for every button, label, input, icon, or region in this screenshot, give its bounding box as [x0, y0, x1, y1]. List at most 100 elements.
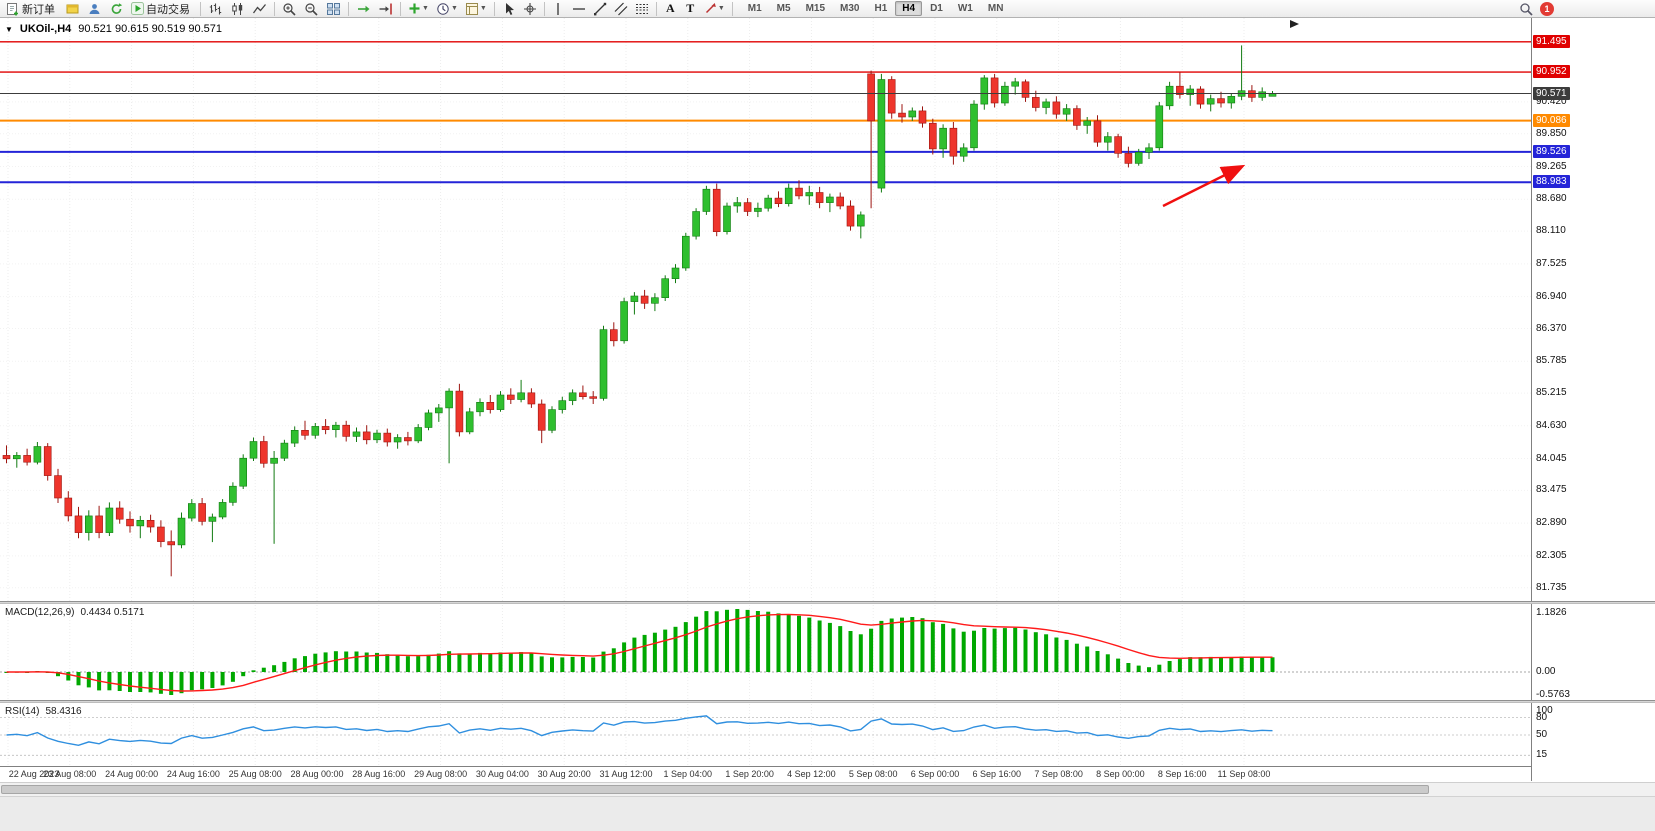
- status-bar: [0, 796, 1655, 831]
- toolbar-separator: [348, 1, 349, 16]
- templates-button[interactable]: ▼: [462, 0, 490, 17]
- pane-splitter-rsi[interactable]: [0, 700, 1655, 703]
- chevron-down-icon: ▼: [422, 5, 429, 12]
- trendline-button[interactable]: [590, 0, 610, 17]
- price-axis-label: 86.940: [1536, 290, 1567, 302]
- zoom-in-button[interactable]: [279, 0, 300, 17]
- timeframe-m5[interactable]: M5: [776, 3, 791, 14]
- fibonacci-icon: [635, 3, 648, 14]
- search-button[interactable]: [1516, 0, 1537, 17]
- new-order-button[interactable]: 新订单: [2, 0, 61, 17]
- zoom-out-button[interactable]: [301, 0, 322, 17]
- timeframe-group: M1 M5 M15 M30 H1 H4 D1 W1 MN: [741, 1, 1011, 16]
- macd-histogram: [4, 609, 1275, 695]
- cursor-button[interactable]: [499, 0, 519, 17]
- macd-axis-label: 0.00: [1536, 666, 1556, 677]
- macd-label: MACD(12,26,9) 0.4434 0.5171: [5, 607, 144, 618]
- fibonacci-button[interactable]: [632, 0, 652, 17]
- time-axis-label: 11 Sep 08:00: [1217, 769, 1271, 779]
- toolbar-separator: [493, 1, 495, 16]
- channel-button[interactable]: [611, 0, 631, 17]
- timeframe-m30[interactable]: M30: [840, 3, 860, 14]
- chart-shift-button[interactable]: [375, 0, 396, 17]
- price-axis-label: 84.045: [1536, 452, 1567, 464]
- autotrading-play-icon: [131, 2, 144, 15]
- layouts-button[interactable]: [62, 0, 83, 17]
- time-axis-label: 25 Aug 08:00: [228, 769, 282, 779]
- time-axis-label: 6 Sep 16:00: [972, 769, 1022, 779]
- auto-scroll-icon: [358, 5, 370, 12]
- toolbar-separator: [543, 1, 545, 16]
- shapes-button[interactable]: ▼: [701, 0, 728, 17]
- timeframe-w1[interactable]: W1: [957, 3, 973, 14]
- notification-badge[interactable]: 1: [1540, 1, 1554, 16]
- timeframe-m15[interactable]: M15: [805, 3, 826, 14]
- horizontal-line-button[interactable]: [569, 0, 589, 17]
- periods-button[interactable]: ▼: [433, 0, 461, 17]
- price-axis-label: 82.890: [1536, 517, 1567, 529]
- vertical-line-button[interactable]: [549, 0, 568, 17]
- auto-scroll-button[interactable]: [353, 0, 374, 17]
- symbol-dropdown-icon[interactable]: ▼: [5, 24, 13, 34]
- timeframe-m1[interactable]: M1: [747, 3, 762, 14]
- macd-pane-svg[interactable]: [0, 605, 1531, 701]
- autotrading-label: 自动交易: [146, 3, 190, 16]
- zoom-out-icon: [305, 2, 318, 16]
- time-axis-label: 24 Aug 16:00: [166, 769, 220, 779]
- text-tool-button[interactable]: A: [661, 0, 680, 17]
- refresh-icon: [111, 2, 123, 14]
- rsi-value: 58.4316: [45, 706, 82, 717]
- timeframe-h1[interactable]: H1: [874, 3, 888, 14]
- rsi-pane-svg[interactable]: [0, 704, 1531, 766]
- cursor-icon: [505, 2, 514, 15]
- horizontal-scrollbar[interactable]: [0, 782, 1655, 796]
- rsi-name: RSI(14): [5, 706, 40, 717]
- levels-layer: [0, 41, 1531, 184]
- tile-windows-button[interactable]: [323, 0, 344, 17]
- timeframe-d1[interactable]: D1: [930, 3, 943, 14]
- scrollbar-thumb[interactable]: [1, 785, 1429, 794]
- macd-axis-label: 1.1826: [1536, 607, 1567, 618]
- time-axis-label: 30 Aug 04:00: [475, 769, 529, 779]
- timeframe-mn[interactable]: MN: [987, 3, 1004, 14]
- price-axis-label: 83.475: [1536, 484, 1567, 496]
- profiles-button[interactable]: [84, 0, 105, 17]
- line-chart-icon: [252, 3, 266, 13]
- bar-chart-button[interactable]: [205, 0, 226, 17]
- main-chart-svg[interactable]: [0, 18, 1531, 602]
- crosshair-button[interactable]: [520, 0, 540, 17]
- time-axis-label: 24 Aug 00:00: [105, 769, 159, 779]
- time-axis-label: 1 Sep 20:00: [725, 769, 774, 779]
- tile-windows-icon: [327, 2, 340, 15]
- timeframe-h4[interactable]: H4: [895, 1, 923, 16]
- time-axis-label: 5 Sep 08:00: [848, 769, 898, 779]
- rsi-axis-label: 50: [1536, 729, 1548, 740]
- line-chart-button[interactable]: [249, 0, 270, 17]
- annotation-arrow: [1162, 164, 1246, 208]
- search-icon: [1520, 2, 1533, 16]
- toolbar-separator: [731, 1, 733, 16]
- price-axis[interactable]: 90.420 89.850 89.265 88.680 88.110 87.525 86.9…: [1531, 18, 1655, 781]
- candlestick-button[interactable]: [227, 0, 248, 17]
- time-axis[interactable]: 22 Aug 2023 23 Aug 08:00 24 Aug 00:00 24 Au…: [0, 767, 1531, 782]
- macd-axis-label: -0.5763: [1536, 689, 1570, 700]
- price-axis-label: 85.785: [1536, 355, 1567, 367]
- refresh-button[interactable]: [106, 0, 127, 17]
- autotrading-button[interactable]: 自动交易: [128, 0, 196, 17]
- price-axis-label: 88.680: [1536, 193, 1567, 205]
- periods-clock-icon: [437, 2, 449, 15]
- price-level-badge: 91.495: [1533, 34, 1570, 48]
- indicators-button[interactable]: ▼: [405, 0, 432, 17]
- time-axis-label: 31 Aug 12:00: [599, 769, 653, 779]
- price-level-badge: 90.952: [1533, 65, 1570, 79]
- crosshair-icon: [523, 2, 536, 15]
- price-axis-label: 86.370: [1536, 322, 1567, 334]
- text-label-icon: T: [686, 1, 695, 15]
- new-order-icon: [7, 2, 18, 15]
- pane-splitter-macd[interactable]: [0, 601, 1655, 604]
- price-axis-label: 89.850: [1536, 127, 1567, 139]
- text-label-button[interactable]: T: [681, 0, 700, 17]
- zoom-in-icon: [283, 2, 296, 16]
- macd-name: MACD(12,26,9): [5, 607, 75, 618]
- chart-title: ▼ UKOil-,H4 90.521 90.615 90.519 90.571: [5, 23, 222, 35]
